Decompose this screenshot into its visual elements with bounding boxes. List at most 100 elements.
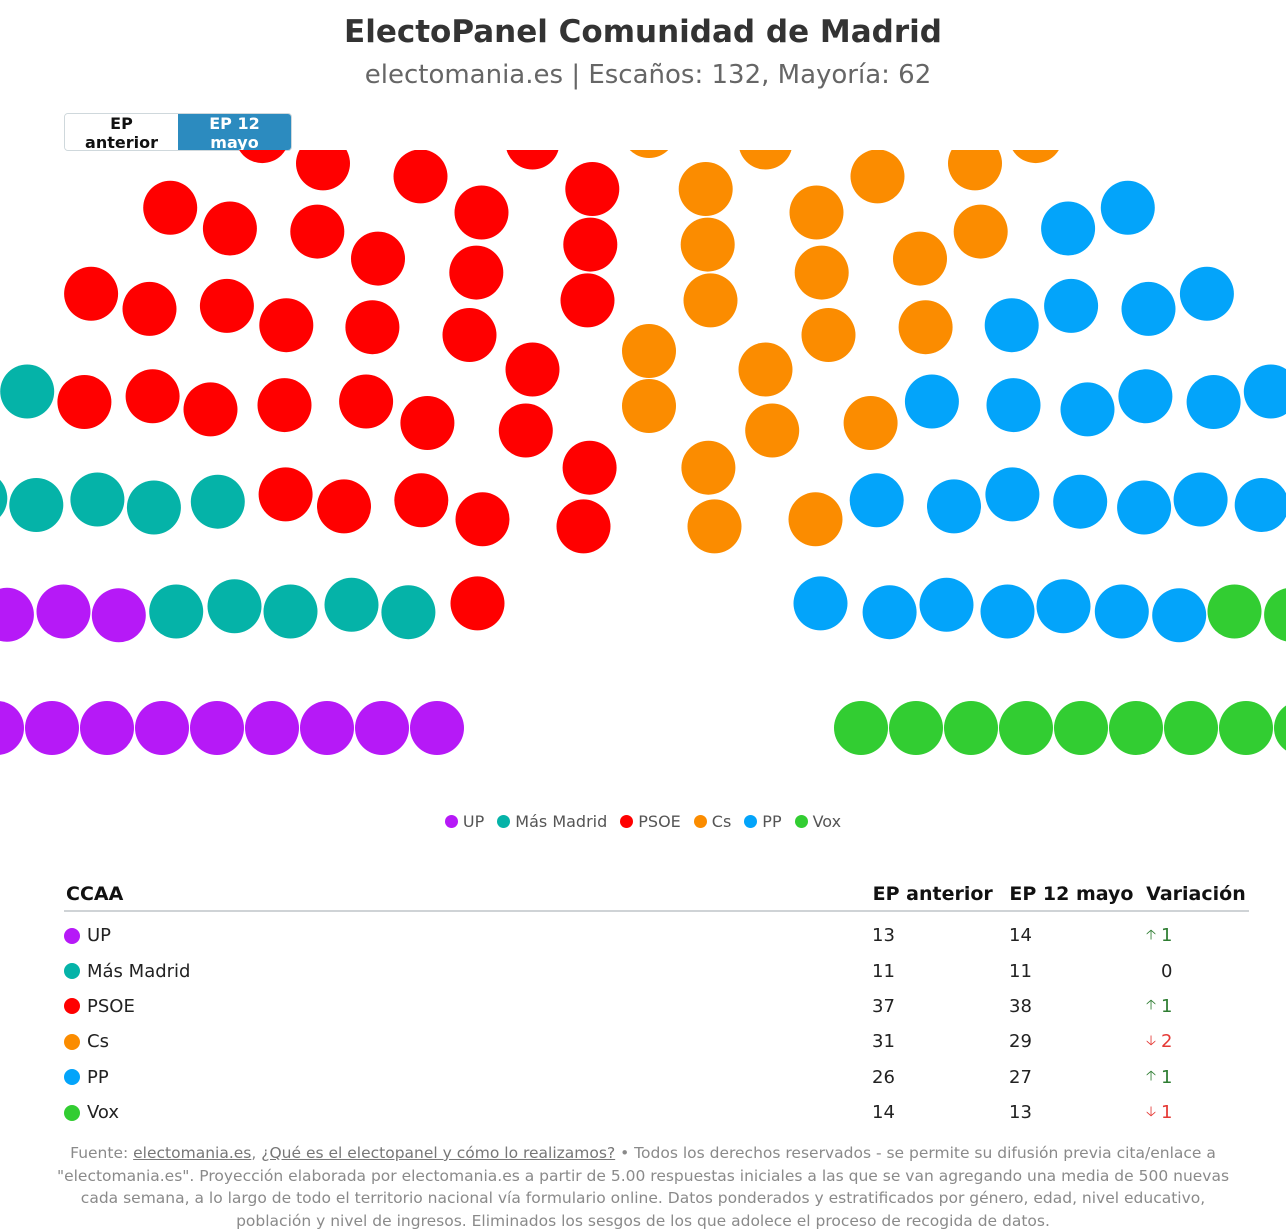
seat-vox[interactable] <box>1109 701 1163 755</box>
seat-pp[interactable] <box>1041 201 1096 256</box>
seat-cs[interactable] <box>739 150 793 170</box>
seat-psoe[interactable] <box>506 150 560 170</box>
seat-psoe[interactable] <box>556 499 611 554</box>
seat-m-s-madrid[interactable] <box>263 584 318 639</box>
seat-pp[interactable] <box>1179 266 1234 321</box>
seat-cs[interactable] <box>738 342 793 397</box>
seat-psoe[interactable] <box>296 150 350 191</box>
seat-vox[interactable] <box>944 701 998 755</box>
seat-cs[interactable] <box>745 403 800 458</box>
seat-m-s-madrid[interactable] <box>0 364 55 419</box>
seat-m-s-madrid[interactable] <box>70 472 125 527</box>
seat-pp[interactable] <box>1243 364 1286 419</box>
seat-psoe[interactable] <box>562 440 617 495</box>
seat-pp[interactable] <box>927 479 981 534</box>
seat-cs[interactable] <box>953 204 1008 259</box>
seat-cs[interactable] <box>843 396 898 450</box>
seat-psoe[interactable] <box>450 576 505 631</box>
seat-cs[interactable] <box>850 150 905 204</box>
seat-psoe[interactable] <box>317 479 371 534</box>
seat-psoe[interactable] <box>560 273 615 328</box>
seat-cs[interactable] <box>794 245 849 300</box>
legend-item[interactable]: PSOE <box>620 812 681 831</box>
seat-vox[interactable] <box>999 701 1053 755</box>
seat-cs[interactable] <box>678 162 733 216</box>
seat-pp[interactable] <box>1118 369 1173 424</box>
seat-vox[interactable] <box>1274 701 1286 755</box>
legend-item[interactable]: UP <box>444 812 484 831</box>
seat-psoe[interactable] <box>563 217 618 272</box>
seat-vox[interactable] <box>1164 701 1218 755</box>
seat-psoe[interactable] <box>202 201 257 256</box>
seat-pp[interactable] <box>1121 281 1176 336</box>
seat-pp[interactable] <box>862 585 917 640</box>
seat-m-s-madrid[interactable] <box>381 585 436 640</box>
seat-m-s-madrid[interactable] <box>207 579 262 634</box>
seat-pp[interactable] <box>980 584 1035 639</box>
seat-cs[interactable] <box>801 308 856 362</box>
seat-pp[interactable] <box>1186 375 1241 429</box>
seat-psoe[interactable] <box>505 342 560 397</box>
seat-psoe[interactable] <box>258 467 313 522</box>
seat-m-s-madrid[interactable] <box>190 474 245 529</box>
seat-cs[interactable] <box>1009 150 1063 164</box>
legend-item[interactable]: PP <box>744 812 782 831</box>
seat-vox[interactable] <box>1207 584 1262 639</box>
seat-m-s-madrid[interactable] <box>9 478 64 532</box>
seat-pp[interactable] <box>984 298 1039 353</box>
seat-pp[interactable] <box>1094 584 1149 639</box>
seat-pp[interactable] <box>1173 472 1228 527</box>
seat-psoe[interactable] <box>393 150 448 204</box>
seat-vox[interactable] <box>1264 588 1286 642</box>
seat-vox[interactable] <box>1054 701 1108 755</box>
footer-link-que-es[interactable]: ¿Qué es el electopanel y cómo lo realiza… <box>261 1144 616 1162</box>
seat-cs[interactable] <box>948 150 1002 191</box>
ep-anterior-button[interactable]: EP anterior <box>65 114 178 150</box>
seat-psoe[interactable] <box>183 382 238 437</box>
seat-vox[interactable] <box>1219 701 1273 755</box>
seat-psoe[interactable] <box>498 403 553 458</box>
seat-psoe[interactable] <box>442 308 497 362</box>
seat-cs[interactable] <box>681 440 736 495</box>
legend-item[interactable]: Cs <box>693 812 731 831</box>
seat-psoe[interactable] <box>565 162 620 216</box>
seat-psoe[interactable] <box>449 245 504 300</box>
footer-link-electomania[interactable]: electomania.es <box>133 1144 252 1162</box>
seat-psoe[interactable] <box>122 281 177 336</box>
seat-psoe[interactable] <box>339 374 394 429</box>
seat-psoe[interactable] <box>125 369 180 424</box>
seat-cs[interactable] <box>687 499 742 554</box>
seat-m-s-madrid[interactable] <box>149 584 204 639</box>
seat-vox[interactable] <box>889 701 943 755</box>
seat-pp[interactable] <box>1152 588 1207 643</box>
seat-psoe[interactable] <box>143 180 198 235</box>
seat-up[interactable] <box>410 701 464 755</box>
seat-cs[interactable] <box>898 300 953 355</box>
seat-cs[interactable] <box>788 492 843 547</box>
seat-pp[interactable] <box>1036 579 1091 634</box>
seat-psoe[interactable] <box>290 204 345 259</box>
seat-up[interactable] <box>80 701 134 755</box>
seat-psoe[interactable] <box>394 473 449 528</box>
seat-pp[interactable] <box>986 378 1041 433</box>
seat-psoe[interactable] <box>257 378 312 433</box>
seat-cs[interactable] <box>789 185 844 240</box>
seat-m-s-madrid[interactable] <box>0 471 8 525</box>
seat-up[interactable] <box>245 701 299 755</box>
seat-pp[interactable] <box>849 473 904 528</box>
seat-psoe[interactable] <box>400 396 455 450</box>
seat-pp[interactable] <box>919 577 974 632</box>
seat-pp[interactable] <box>793 576 848 631</box>
seat-psoe[interactable] <box>454 185 509 240</box>
seat-psoe[interactable] <box>259 298 314 353</box>
seat-psoe[interactable] <box>235 150 289 164</box>
legend-item[interactable]: Vox <box>794 812 841 831</box>
seat-psoe[interactable] <box>455 492 510 547</box>
seat-up[interactable] <box>190 701 244 755</box>
seat-pp[interactable] <box>1234 478 1286 532</box>
seat-pp[interactable] <box>1053 474 1108 529</box>
seat-vox[interactable] <box>834 701 888 755</box>
seat-up[interactable] <box>0 587 34 642</box>
seat-pp[interactable] <box>1060 382 1115 437</box>
seat-m-s-madrid[interactable] <box>324 577 379 632</box>
